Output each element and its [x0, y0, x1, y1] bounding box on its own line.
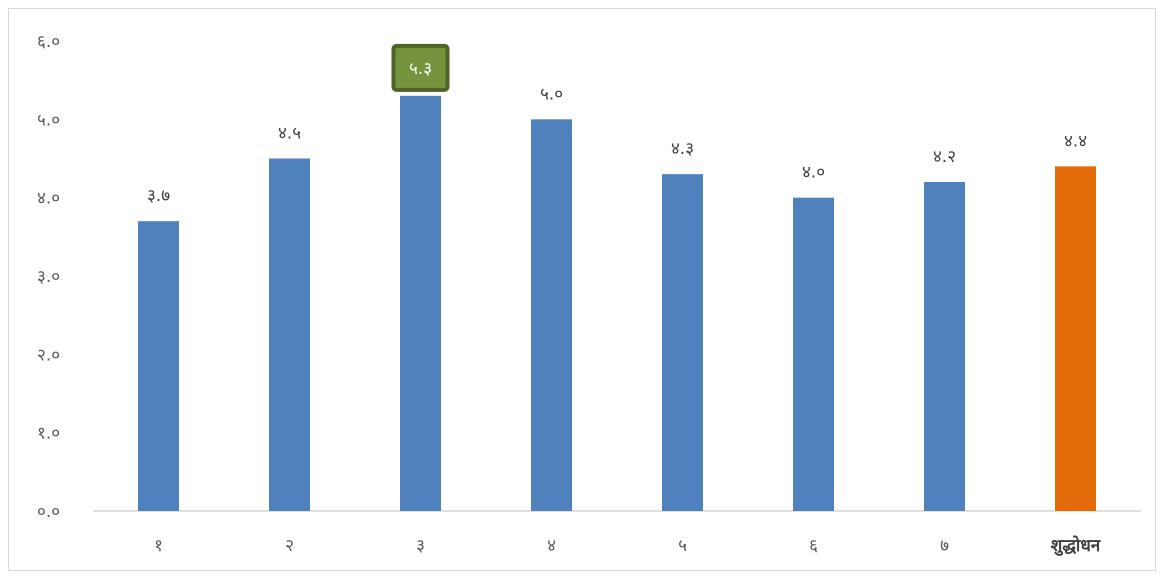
data-label: ४.२	[933, 147, 956, 167]
y-tick-label: ५.०	[37, 110, 60, 130]
x-tick-label: ३	[416, 536, 425, 556]
bar	[138, 221, 179, 511]
bar	[662, 174, 703, 511]
data-label-box	[391, 43, 450, 92]
bar	[269, 158, 310, 511]
chart-area: ०.० १.० २.० ३.० ४.० ५.० ६.० ३.७ १ ४.५ २ ५.३ ३ ५.० ४ ४.३…	[8, 8, 1156, 571]
x-tick-label: २	[285, 536, 294, 556]
bar	[531, 119, 572, 511]
y-tick-label: ०.०	[37, 502, 60, 522]
data-label: ४.०	[802, 163, 825, 183]
data-label: ३.७	[147, 186, 170, 206]
data-label: ४.५	[278, 124, 301, 144]
x-tick-label: १	[154, 536, 163, 556]
x-tick-label: शुद्धोधन	[1051, 535, 1101, 556]
x-tick-label: ५	[678, 536, 687, 556]
x-tick-label: ७	[940, 536, 949, 556]
data-label: ४.३	[671, 139, 694, 159]
data-label: ५.०	[540, 84, 563, 104]
bar	[1055, 166, 1096, 512]
y-tick-label: ३.०	[37, 267, 60, 287]
x-tick-label: ४	[547, 536, 556, 556]
y-tick-label: १.०	[37, 424, 60, 444]
y-tick-label: ६.०	[37, 32, 60, 52]
data-label: ५.३	[409, 59, 432, 79]
bar	[400, 95, 441, 511]
bar	[924, 182, 965, 511]
y-tick-label: २.०	[37, 345, 60, 365]
bar	[793, 197, 834, 511]
y-tick-label: ४.०	[37, 189, 60, 209]
bar-chart: ०.० १.० २.० ३.० ४.० ५.० ६.० ३.७ १ ४.५ २ ५.३ ३ ५.० ४ ४.३…	[37, 32, 1141, 556]
x-tick-label: ६	[809, 536, 818, 556]
data-label: ४.४	[1064, 131, 1087, 151]
